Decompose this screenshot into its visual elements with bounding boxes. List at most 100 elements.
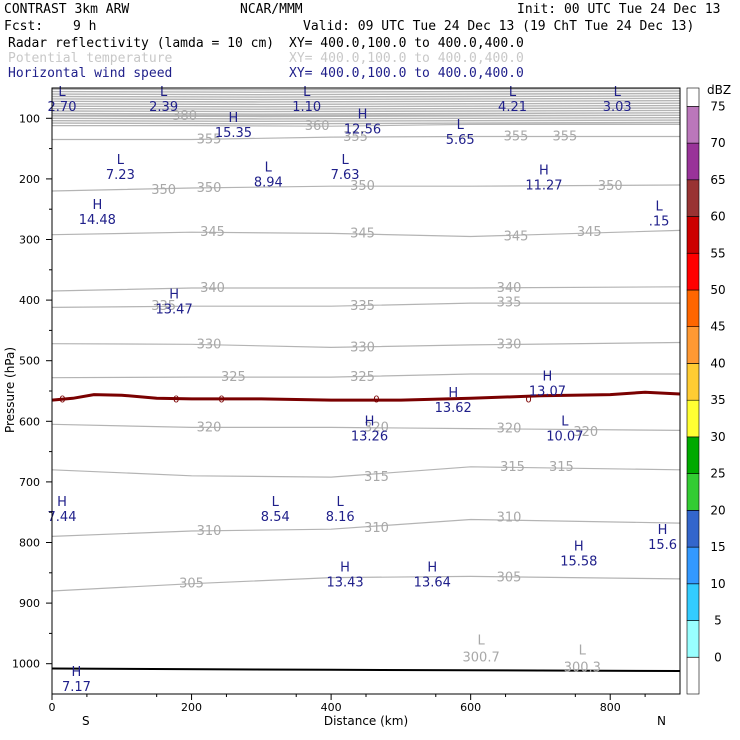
theta-extremum-type: L xyxy=(478,633,486,648)
theta-label: 320 xyxy=(197,420,222,435)
colorbar-level-label: 65 xyxy=(710,173,725,187)
theta-label: 310 xyxy=(497,511,522,526)
theta-label: 325 xyxy=(221,370,246,385)
y-tick-label: 400 xyxy=(19,294,40,307)
surface-pressure-line xyxy=(51,667,681,672)
colorbar-level-label: 55 xyxy=(710,246,725,260)
colorbar-swatch xyxy=(686,87,700,107)
wind-extremum-type: H xyxy=(539,164,549,179)
wind-extremum-value: 15.35 xyxy=(215,126,252,141)
colorbar-level-label: 35 xyxy=(710,393,725,407)
wind-extremum-type: H xyxy=(92,198,102,213)
wind-extremum-type: H xyxy=(358,107,368,122)
theta-contour-305 xyxy=(51,575,681,592)
wind-extremum-type: L xyxy=(337,495,345,510)
wind-extremum-type: H xyxy=(169,287,179,302)
colorbar-swatch xyxy=(686,583,700,621)
wind-extremum-value: 8.54 xyxy=(261,510,290,525)
wind-extremum-value: 7.17 xyxy=(62,680,91,695)
reflectivity-contour-label: 0 xyxy=(218,394,224,405)
wind-extremum-value: 11.27 xyxy=(525,179,562,194)
theta-label: 335 xyxy=(350,299,375,314)
wind-extremum-value: 7.23 xyxy=(106,168,135,183)
colorbar-level-label: 10 xyxy=(710,577,725,591)
x-axis: 0 200 400 600 800 xyxy=(49,694,646,714)
x-tick-label: 400 xyxy=(321,701,342,714)
theta-labels: 305 305 310 310 310 315 315 315 320 320 320 320 325 3… xyxy=(151,109,622,676)
reflectivity-contour-label: 0 xyxy=(525,394,531,405)
wind-extremum-type: L xyxy=(117,153,125,168)
wind-extremum-type: H xyxy=(574,539,584,554)
y-tick-label: 200 xyxy=(19,173,40,186)
theta-extremum-type: L xyxy=(579,644,587,659)
wind-extremum-value: 4.21 xyxy=(498,100,527,115)
theta-label: 380 xyxy=(172,109,197,124)
wind-extremum-value: 13.43 xyxy=(326,576,363,591)
wind-extremum-type: H xyxy=(57,495,67,510)
reflectivity-zero-line xyxy=(51,390,681,402)
colorbar-level-label: 20 xyxy=(710,503,725,517)
y-tick-label: 600 xyxy=(19,415,40,428)
theta-dense-line xyxy=(51,119,681,123)
colorbar-swatch xyxy=(686,179,700,217)
theta-label: 355 xyxy=(343,130,368,145)
theta-label: 350 xyxy=(197,181,222,196)
wind-extremum-type: H xyxy=(365,415,375,430)
colorbar-level-label: 30 xyxy=(710,430,725,444)
colorbar-level-label: 0 xyxy=(714,650,722,664)
theta-dense-line xyxy=(51,107,681,110)
theta-dense-band xyxy=(51,87,681,125)
theta-label: 355 xyxy=(504,129,529,144)
theta-label: 320 xyxy=(573,425,598,440)
theta-dense-line xyxy=(51,114,681,118)
theta-label: 330 xyxy=(497,337,522,352)
theta-label: 335 xyxy=(497,296,522,311)
reflectivity-contour-label: 0 xyxy=(373,394,379,405)
wind-extremum-type: L xyxy=(341,153,349,168)
theta-label: 340 xyxy=(200,281,225,296)
reflectivity-zero-contour: 0 0 0 0 0 xyxy=(51,390,681,405)
reflectivity-contour-label: 0 xyxy=(59,394,65,405)
colorbar-level-label: 70 xyxy=(710,136,725,150)
theta-contour-325 xyxy=(51,373,680,379)
colorbar-level-label: 50 xyxy=(710,283,725,297)
wind-extremum-type: L xyxy=(457,118,465,133)
theta-dense-line xyxy=(51,92,681,96)
theta-label: 330 xyxy=(197,337,222,352)
colorbar-level-label: 75 xyxy=(710,99,725,113)
theta-dense-line xyxy=(51,117,681,120)
wind-extremum-type: H xyxy=(340,561,350,576)
colorbar-swatch xyxy=(686,326,700,364)
theta-label: 355 xyxy=(552,129,577,144)
colorbar-swatch xyxy=(686,473,700,511)
theta-label: 310 xyxy=(364,521,389,536)
legend-theta-name: Potential temperature xyxy=(8,51,173,66)
fcst-value: 9 h xyxy=(73,19,96,34)
init-time: Init: 00 UTC Tue 24 Dec 13 xyxy=(517,2,721,17)
valid-time: Valid: 09 UTC Tue 24 Dec 13 (19 ChT Tue … xyxy=(303,19,694,34)
colorbar-swatch xyxy=(686,106,700,144)
wind-extremum-value: 14.48 xyxy=(79,213,116,228)
colorbar-swatch xyxy=(686,546,700,585)
model-title: CONTRAST 3km ARW xyxy=(4,2,129,17)
theta-label: 315 xyxy=(364,470,389,485)
colorbar-level-label: 60 xyxy=(710,210,725,224)
wind-extremum-value: 7.44 xyxy=(48,510,77,525)
legend-wind-xy: XY= 400.0,100.0 to 400.0,400.0 xyxy=(289,66,524,81)
theta-label: 355 xyxy=(197,133,222,148)
theta-dense-line xyxy=(51,100,681,103)
colorbar-swatch xyxy=(686,289,700,328)
colorbar-level-label: 25 xyxy=(710,467,725,481)
theta-label: 345 xyxy=(504,229,529,244)
wind-extremum-value: 1.10 xyxy=(292,100,321,115)
wind-extremum-value: 13.26 xyxy=(351,430,388,445)
theta-label: 305 xyxy=(179,577,204,592)
colorbar-swatch xyxy=(686,510,700,548)
theta-dense-line xyxy=(51,90,681,93)
theta-label: 350 xyxy=(598,179,623,194)
wind-extremum-type: H xyxy=(543,370,553,385)
theta-label: 315 xyxy=(549,460,574,475)
wind-extremum-type: L xyxy=(561,415,569,430)
theta-label: 315 xyxy=(500,460,525,475)
